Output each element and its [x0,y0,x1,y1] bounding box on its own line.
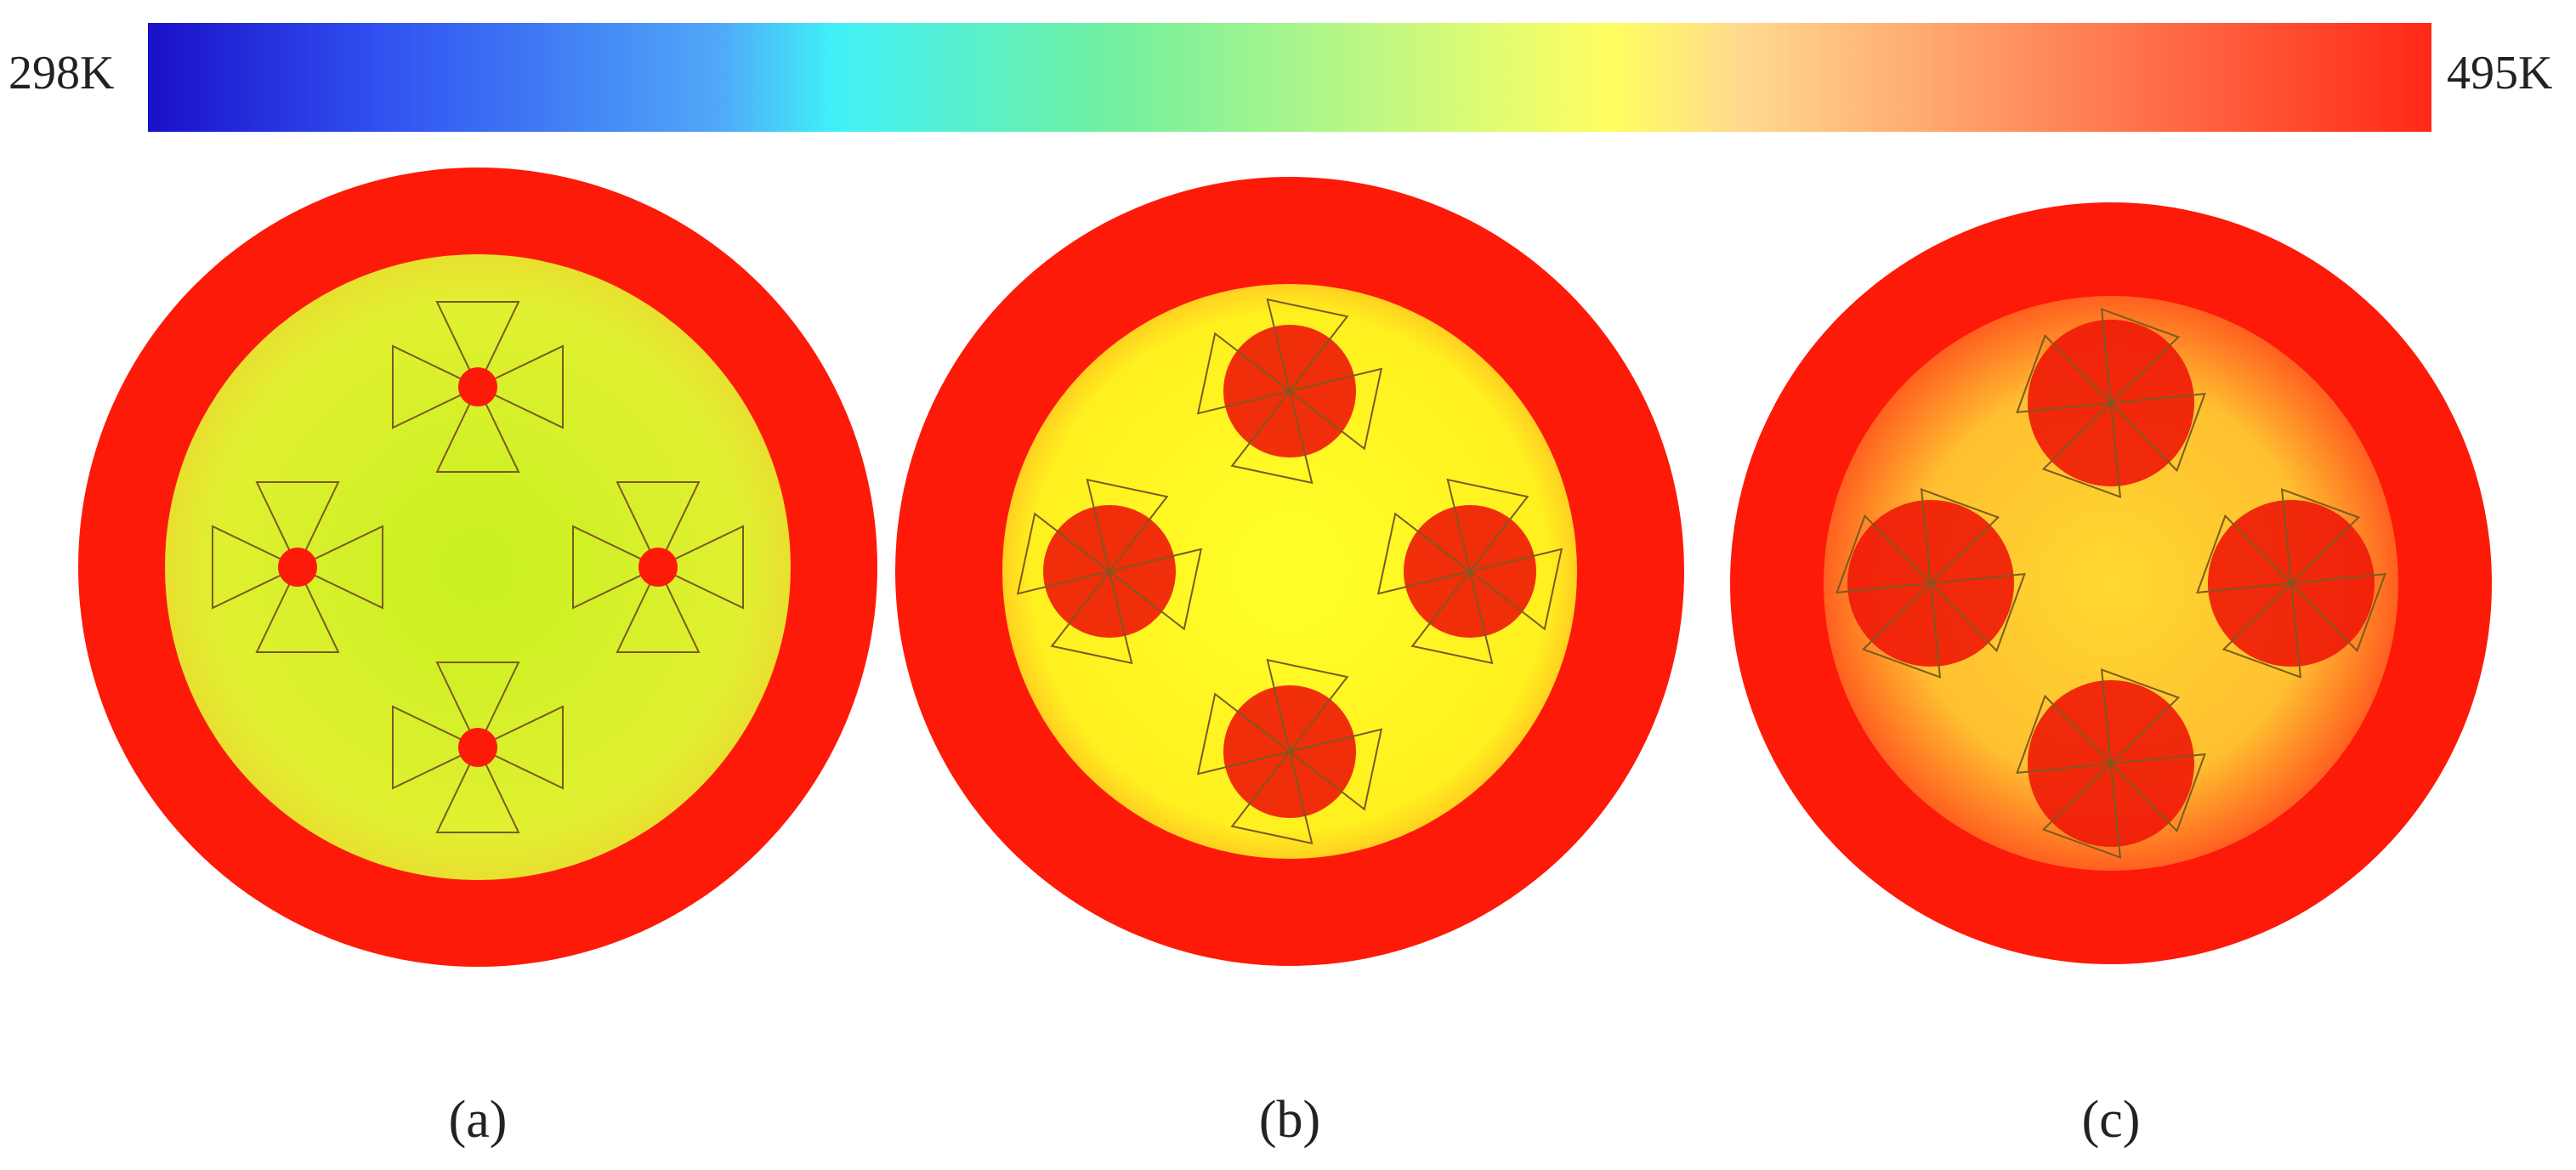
impeller-blade [1446,478,1529,574]
impeller-blade [2289,572,2386,653]
impeller-blade [1920,488,2000,586]
impeller-blade [2041,761,2122,859]
impeller-blade [1836,514,1933,594]
impeller-blade [2108,753,2206,833]
impeller-blade [2016,694,2114,775]
panel-label: (c) [2082,1091,2141,1149]
impeller-blade [212,525,300,610]
inner-region [1002,284,1577,859]
impeller-blade [295,525,383,610]
impeller-blade [1861,581,1942,679]
panel-label: (b) [1259,1091,1320,1149]
impeller-hub [458,728,497,767]
impeller-blade [655,525,744,610]
impeller-blade [2196,514,2294,594]
impeller-blade [1016,512,1112,595]
inner-region [165,254,791,880]
impeller-blade [1266,298,1349,394]
impeller-blade [1266,658,1349,754]
impeller-blade [1410,569,1494,665]
impeller-blade [1287,728,1383,811]
impeller-blade [1050,569,1133,665]
impeller-blade [392,344,480,429]
impeller-blade [2016,333,2114,414]
impeller-blade [616,565,701,653]
colorbar [148,23,2431,132]
colorbar-min-label: 298K [9,47,114,99]
impeller-blade [475,344,564,429]
impeller-blade [1086,478,1169,574]
impeller-blade [2221,581,2302,679]
impeller-blade [616,481,701,570]
impeller-blade [1196,332,1292,415]
impeller-blade [1230,389,1314,485]
impeller-blade [255,565,340,653]
impeller-blade [475,705,564,790]
colorbar-max-label: 495K [2447,47,2552,99]
impeller-blade [1287,367,1383,451]
impeller-blade [2100,668,2181,766]
impeller-blade [2280,488,2361,586]
impeller-blade [255,481,340,570]
impeller-hub [638,548,678,587]
impeller-blade [435,662,520,750]
impeller-blade [2100,308,2181,406]
impeller-blade [1928,572,2026,653]
impeller-blade [1107,548,1203,631]
impeller-hub [458,367,497,406]
impeller-blade [435,384,520,473]
impeller-blade [1230,749,1314,845]
inner-region [1824,296,2398,871]
impeller-hub [278,548,317,587]
impeller-blade [435,745,520,833]
impeller-blade [1376,512,1472,595]
impeller-blade [392,705,480,790]
impeller-blade [2041,400,2122,498]
impeller-blade [1467,548,1563,631]
panel-label: (a) [449,1091,508,1149]
impeller-blade [2108,392,2206,473]
impeller-blade [1196,692,1292,775]
impellers [212,298,2386,859]
impeller-blade [572,525,661,610]
impeller-blade [435,301,520,389]
